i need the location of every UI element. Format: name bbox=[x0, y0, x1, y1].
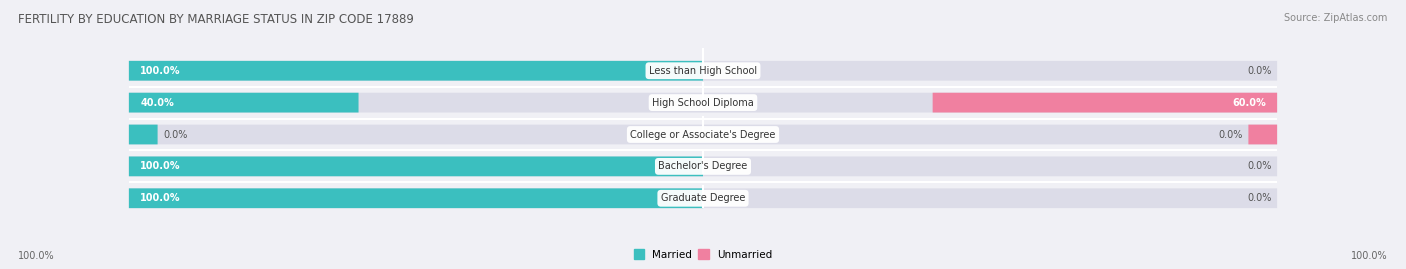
FancyBboxPatch shape bbox=[129, 93, 359, 112]
FancyBboxPatch shape bbox=[129, 188, 1277, 208]
Legend: Married, Unmarried: Married, Unmarried bbox=[630, 245, 776, 264]
Text: 0.0%: 0.0% bbox=[1247, 193, 1271, 203]
Text: 0.0%: 0.0% bbox=[163, 129, 188, 140]
FancyBboxPatch shape bbox=[129, 181, 1277, 183]
FancyBboxPatch shape bbox=[129, 150, 1277, 151]
Text: 60.0%: 60.0% bbox=[1232, 98, 1265, 108]
Text: 0.0%: 0.0% bbox=[1218, 129, 1243, 140]
Text: Bachelor's Degree: Bachelor's Degree bbox=[658, 161, 748, 171]
FancyBboxPatch shape bbox=[129, 61, 1277, 81]
Text: Source: ZipAtlas.com: Source: ZipAtlas.com bbox=[1284, 13, 1388, 23]
FancyBboxPatch shape bbox=[129, 188, 703, 208]
Text: 100.0%: 100.0% bbox=[18, 251, 55, 261]
FancyBboxPatch shape bbox=[129, 125, 157, 144]
FancyBboxPatch shape bbox=[129, 93, 1277, 112]
Text: 100.0%: 100.0% bbox=[141, 161, 181, 171]
Text: 100.0%: 100.0% bbox=[1351, 251, 1388, 261]
FancyBboxPatch shape bbox=[129, 86, 1277, 88]
FancyBboxPatch shape bbox=[129, 118, 1277, 119]
Text: 40.0%: 40.0% bbox=[141, 98, 174, 108]
FancyBboxPatch shape bbox=[129, 157, 703, 176]
Text: 100.0%: 100.0% bbox=[141, 66, 181, 76]
Text: College or Associate's Degree: College or Associate's Degree bbox=[630, 129, 776, 140]
Text: Graduate Degree: Graduate Degree bbox=[661, 193, 745, 203]
FancyBboxPatch shape bbox=[1249, 125, 1277, 144]
FancyBboxPatch shape bbox=[129, 125, 1277, 144]
Text: 0.0%: 0.0% bbox=[1247, 161, 1271, 171]
Text: 100.0%: 100.0% bbox=[141, 193, 181, 203]
Text: High School Diploma: High School Diploma bbox=[652, 98, 754, 108]
FancyBboxPatch shape bbox=[932, 93, 1277, 112]
Text: 0.0%: 0.0% bbox=[1247, 66, 1271, 76]
Text: FERTILITY BY EDUCATION BY MARRIAGE STATUS IN ZIP CODE 17889: FERTILITY BY EDUCATION BY MARRIAGE STATU… bbox=[18, 13, 415, 26]
FancyBboxPatch shape bbox=[129, 61, 703, 81]
FancyBboxPatch shape bbox=[129, 157, 1277, 176]
Text: Less than High School: Less than High School bbox=[650, 66, 756, 76]
